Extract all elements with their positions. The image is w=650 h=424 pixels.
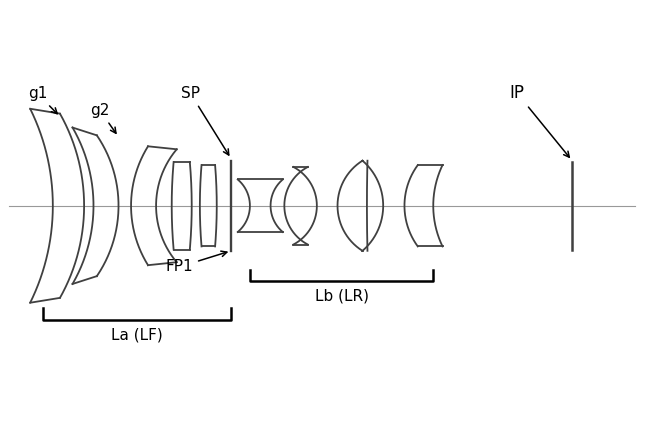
Text: g1: g1 — [28, 86, 57, 114]
Text: SP: SP — [181, 86, 229, 155]
Text: Lb (LR): Lb (LR) — [315, 288, 369, 303]
Text: g2: g2 — [90, 103, 116, 133]
Text: FP1: FP1 — [166, 251, 227, 274]
Text: La (LF): La (LF) — [111, 327, 163, 342]
Text: IP: IP — [510, 84, 569, 157]
